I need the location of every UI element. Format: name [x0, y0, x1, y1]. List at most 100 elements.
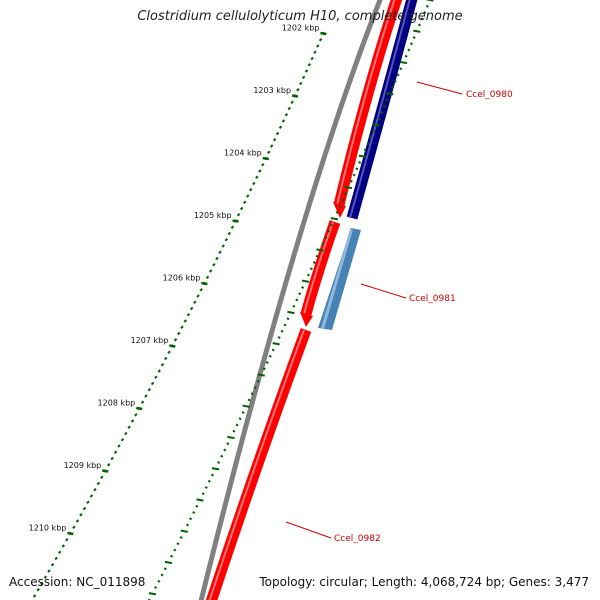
- major-tick: [291, 94, 299, 98]
- inner-major-tick: [330, 217, 338, 221]
- minor-tick: [100, 475, 104, 479]
- inner-minor-tick: [195, 504, 199, 508]
- gene-label-leader-ccel-0982: [285, 521, 332, 539]
- inner-minor-tick: [385, 98, 389, 102]
- minor-tick: [281, 119, 286, 123]
- inner-minor-tick: [404, 54, 408, 58]
- inner-minor-tick: [369, 136, 373, 139]
- major-tick: [320, 31, 327, 36]
- inner-minor-tick: [382, 104, 386, 108]
- genome-summary-text: Topology: circular; Length: 4,068,724 bp…: [259, 575, 589, 589]
- minor-tick: [275, 131, 280, 136]
- inner-major-tick: [257, 373, 265, 377]
- minor-tick: [258, 169, 262, 173]
- minor-tick: [160, 363, 165, 367]
- minor-tick: [189, 306, 194, 311]
- minor-tick: [157, 369, 161, 373]
- minor-tick: [72, 525, 76, 529]
- inner-minor-tick: [160, 573, 164, 577]
- inner-minor-tick: [265, 361, 269, 364]
- inner-minor-tick: [192, 511, 196, 514]
- gene-label-ccel-0980: Ccel_0980: [466, 90, 513, 100]
- minor-tick: [236, 213, 241, 217]
- inner-major-tick: [272, 342, 280, 346]
- minor-tick: [43, 575, 48, 579]
- minor-tick: [173, 338, 178, 342]
- inner-major-tick: [316, 248, 324, 252]
- tick-label: 1202 kbp: [282, 24, 320, 33]
- minor-tick: [82, 506, 87, 511]
- cds-segment-upper-highlight: [336, 0, 396, 206]
- inner-minor-tick: [338, 204, 342, 208]
- minor-tick: [113, 450, 118, 454]
- inner-minor-tick: [324, 236, 328, 239]
- major-tick: [232, 219, 239, 223]
- minor-tick: [199, 288, 203, 292]
- inner-minor-tick: [358, 161, 362, 164]
- cds-segment-middle: [300, 220, 341, 316]
- minor-tick: [183, 319, 187, 323]
- inner-minor-tick: [366, 142, 370, 146]
- inner-minor-tick: [179, 536, 183, 539]
- minor-tick: [58, 550, 62, 554]
- major-tick: [262, 156, 269, 161]
- gene-label-ccel-0982: Ccel_0982: [334, 534, 381, 544]
- minor-tick: [310, 56, 314, 61]
- minor-tick: [284, 113, 289, 117]
- inner-minor-tick: [295, 298, 299, 302]
- minor-tick: [65, 538, 69, 542]
- minor-tick: [212, 263, 216, 267]
- inner-minor-tick: [423, 11, 427, 14]
- inner-minor-tick: [226, 442, 230, 446]
- inner-minor-tick: [425, 4, 429, 8]
- inner-minor-tick: [329, 223, 333, 227]
- inner-minor-tick: [271, 348, 275, 352]
- cds-arrowhead-upper: [333, 202, 346, 218]
- tick-label: 1203 kbp: [253, 86, 291, 95]
- gene-label-ccel-0981: Ccel_0981: [409, 294, 456, 304]
- minor-tick: [307, 63, 312, 67]
- minor-tick: [167, 350, 171, 354]
- minor-tick: [120, 438, 125, 442]
- minor-tick: [218, 250, 222, 254]
- minor-tick: [124, 431, 128, 436]
- tick-label: 1209 kbp: [64, 461, 102, 470]
- inner-minor-tick: [247, 398, 251, 402]
- inner-minor-tick: [262, 367, 266, 371]
- inner-minor-tick: [315, 254, 319, 258]
- inner-minor-tick: [349, 179, 353, 183]
- minor-tick: [89, 494, 94, 498]
- minor-tick: [193, 300, 197, 304]
- reverse-gene-track: [318, 0, 418, 330]
- minor-tick: [278, 125, 283, 129]
- inner-major-tick: [287, 310, 295, 315]
- inner-minor-tick: [163, 567, 167, 571]
- minor-tick: [144, 394, 148, 398]
- inner-major-tick: [344, 185, 353, 190]
- inner-minor-tick: [154, 586, 158, 589]
- tick-label: 1207 kbp: [131, 336, 169, 345]
- inner-major-tick: [242, 404, 250, 408]
- inner-minor-tick: [292, 304, 296, 308]
- tick-label: 1205 kbp: [194, 211, 232, 220]
- minor-tick: [208, 269, 213, 273]
- inner-minor-tick: [277, 336, 281, 339]
- tick-labels: 1202 kbp 1203 kbp 1204 kbp 1205 kbp 1206 kbp…: [29, 24, 320, 533]
- minor-tick: [96, 481, 101, 486]
- cds-segment-lower: [205, 328, 312, 600]
- minor-tick: [224, 238, 228, 242]
- minor-tick: [134, 413, 138, 417]
- inner-minor-tick: [201, 492, 205, 496]
- inner-minor-tick: [298, 292, 302, 296]
- minor-tick: [287, 106, 291, 111]
- inner-minor-tick: [377, 117, 381, 121]
- inner-minor-tick: [335, 211, 339, 214]
- minor-tick: [36, 588, 40, 592]
- inner-minor-tick: [223, 448, 227, 452]
- inner-minor-tick: [157, 579, 161, 583]
- minor-tick: [267, 150, 271, 154]
- inner-minor-tick: [344, 192, 348, 196]
- minor-tick: [110, 456, 114, 461]
- minor-tick: [93, 488, 97, 492]
- minor-tick: [242, 200, 247, 204]
